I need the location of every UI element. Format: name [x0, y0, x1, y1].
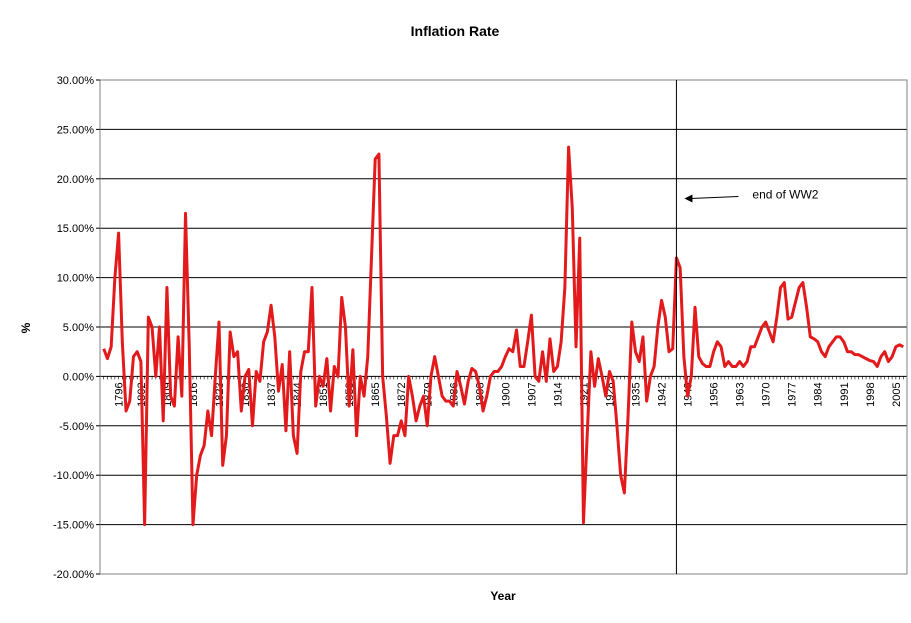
x-tick-label: 1851: [318, 382, 330, 406]
y-tick-label: -10.00%: [53, 470, 94, 482]
x-tick-label: 1872: [396, 382, 408, 406]
gridlines: [100, 79, 907, 575]
y-tick-label: -20.00%: [53, 569, 94, 581]
arrowhead-icon: [684, 194, 693, 203]
x-tick-label: 1865: [370, 382, 382, 406]
x-tick-label: 2005: [891, 382, 903, 406]
ww2-annotation: end of WW2: [684, 188, 819, 203]
series: [102, 145, 904, 527]
x-tick-label: 1900: [500, 382, 512, 406]
y-tick-label: 10.00%: [57, 273, 95, 285]
x-tick-label: 1914: [552, 382, 564, 406]
chart-title: Inflation Rate: [411, 23, 500, 39]
x-tick-label: 1942: [657, 382, 669, 406]
y-tick-label: 25.00%: [57, 124, 95, 136]
x-tick-label: 1837: [266, 382, 278, 406]
x-tick-label: 1907: [526, 382, 538, 406]
y-axis-title: %: [19, 322, 33, 333]
x-tick-label: 1984: [813, 382, 825, 406]
inflation-series-line: [102, 145, 904, 527]
annotation-arrow: [690, 196, 739, 200]
x-tick-label: 1963: [735, 382, 747, 406]
y-tick-label: 20.00%: [57, 174, 95, 186]
y-axis-ticks: 30.00% 25.00% 20.00% 15.00% 10.00% 5.00% 0.00%…: [53, 75, 100, 581]
x-tick-label: 1970: [761, 382, 773, 406]
x-tick-label: 1977: [787, 382, 799, 406]
x-tick-label: 1796: [114, 382, 126, 406]
x-axis-ticks: 1796 1802 1809 1816 1823 1830 1837 1844 1851 1858…: [103, 376, 904, 407]
y-tick-label: 15.00%: [57, 223, 95, 235]
x-tick-label: 1935: [631, 382, 643, 406]
annotation-label: end of WW2: [752, 188, 818, 202]
y-tick-label: 5.00%: [63, 322, 94, 334]
y-tick-label: 30.00%: [57, 75, 95, 87]
x-tick-label: 1991: [839, 382, 851, 406]
x-tick-label: 1998: [865, 382, 877, 406]
y-tick-label: -5.00%: [59, 421, 94, 433]
y-tick-label: -15.00%: [53, 520, 94, 532]
y-tick-label: 0.00%: [63, 371, 94, 383]
x-tick-label: 1956: [709, 382, 721, 406]
x-axis-title: Year: [490, 589, 516, 603]
